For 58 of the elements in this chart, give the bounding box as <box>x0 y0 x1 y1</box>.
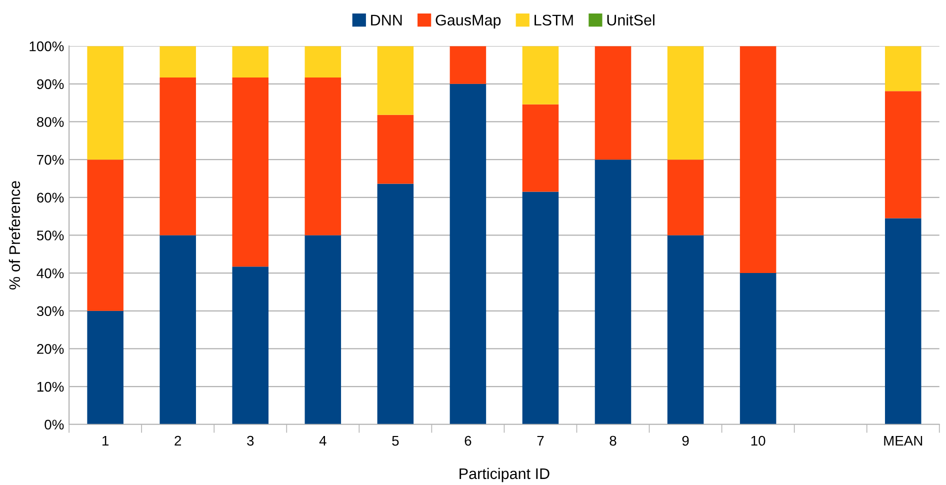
y-tick-label: 40% <box>36 268 64 278</box>
bar <box>667 160 704 236</box>
y-tick-label: 90% <box>37 79 64 90</box>
y-tick-label: 50% <box>36 230 64 240</box>
x-axis-title: Participant ID <box>460 468 550 482</box>
x-tick-label: 6 <box>464 436 472 446</box>
bar <box>667 46 704 160</box>
y-tick-label: 30% <box>36 306 64 316</box>
legend-label: UnitSel <box>607 14 654 26</box>
bar <box>667 235 704 424</box>
y-tick-label: 70% <box>37 154 64 165</box>
y-axis-title: % of Preference <box>8 181 20 290</box>
y-tick-label: 60% <box>37 192 64 203</box>
bar <box>87 310 124 424</box>
bar <box>740 273 776 424</box>
bar <box>160 235 196 424</box>
x-tick-label: 5 <box>392 436 399 446</box>
y-tick-label: 20% <box>37 344 64 354</box>
bar <box>304 46 342 78</box>
legend-label: GausMap <box>436 14 501 29</box>
y-tick-label: 80% <box>37 117 64 127</box>
bar <box>160 77 196 236</box>
bar <box>87 46 124 160</box>
bar <box>304 235 342 424</box>
bar <box>884 46 922 92</box>
bar <box>87 160 124 311</box>
bar <box>232 266 269 424</box>
bar <box>304 77 342 236</box>
legend-label: LSTM <box>534 14 573 26</box>
y-tick-label: 10% <box>37 382 64 392</box>
x-tick-label: 7 <box>537 436 544 446</box>
x-tick-label: 9 <box>682 436 689 446</box>
bar <box>884 218 922 424</box>
bar <box>377 184 414 424</box>
x-tick-label: 8 <box>610 436 616 446</box>
bar <box>377 114 414 184</box>
bar <box>522 46 559 104</box>
y-tick-label: 100% <box>30 41 64 52</box>
x-tick-label: 10 <box>751 436 766 446</box>
bar <box>740 46 776 274</box>
bar <box>884 91 922 218</box>
legend-label: DNN <box>371 14 402 26</box>
x-tick-label: 1 <box>102 436 109 446</box>
bar <box>594 160 632 424</box>
bar <box>160 46 196 78</box>
bar <box>594 46 632 160</box>
bar <box>232 77 269 267</box>
x-tick-label: MEAN <box>884 436 922 446</box>
bar <box>522 192 559 424</box>
bar <box>232 46 269 78</box>
bar <box>377 46 414 115</box>
x-tick-label: 2 <box>174 436 182 446</box>
x-tick-label: 3 <box>247 436 254 446</box>
y-tick-label: 0% <box>44 420 64 430</box>
x-tick-label: 4 <box>319 436 326 446</box>
bar <box>450 46 486 84</box>
bar <box>522 104 559 192</box>
bar <box>450 84 486 424</box>
